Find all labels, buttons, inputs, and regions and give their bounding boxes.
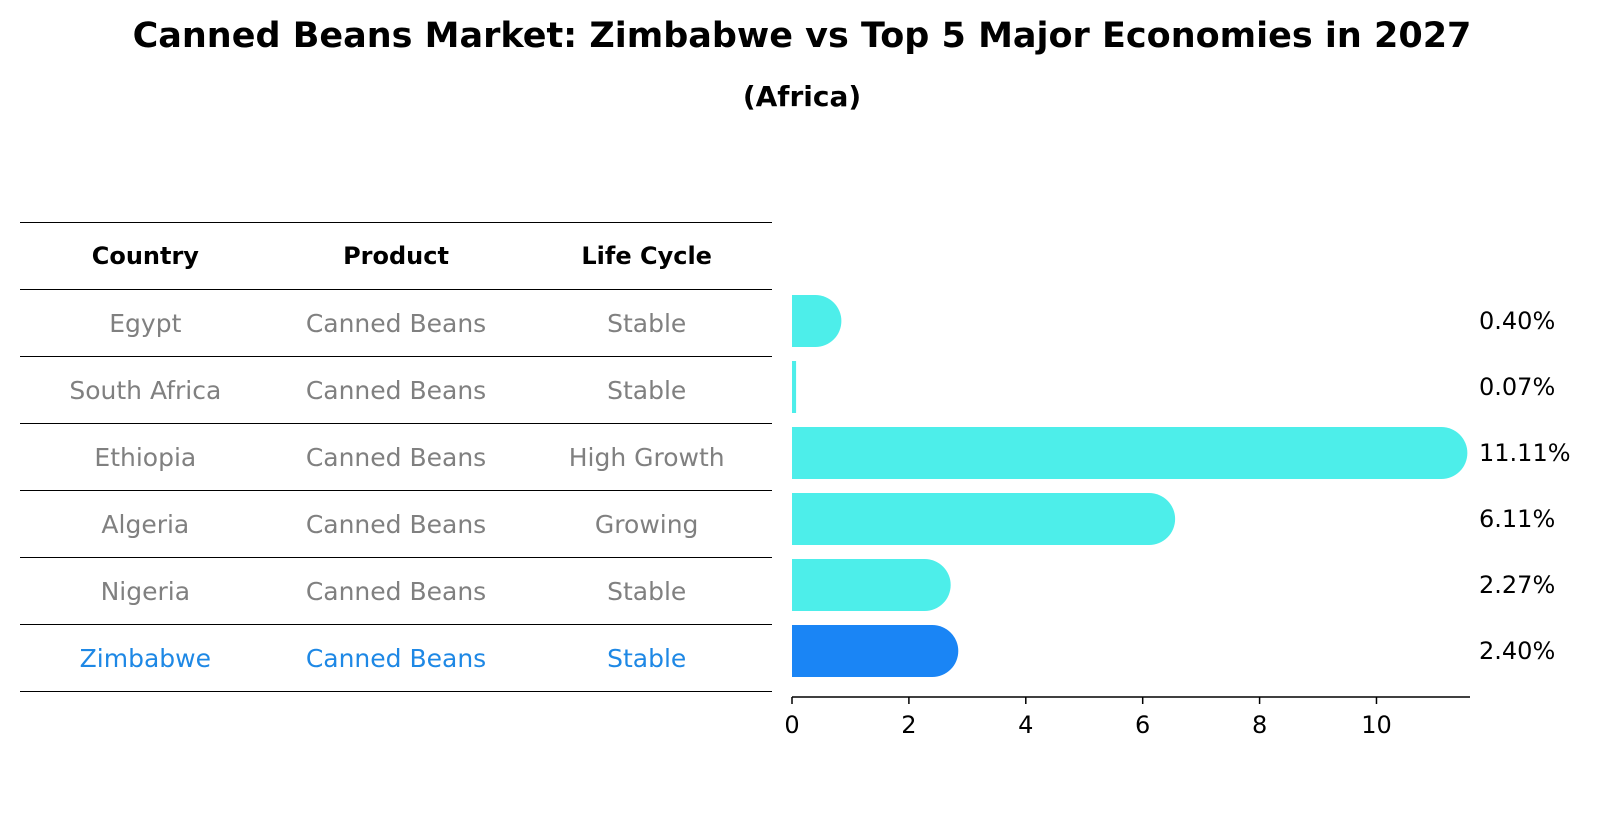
chart-title: Canned Beans Market: Zimbabwe vs Top 5 M… [132, 16, 1472, 56]
product-cell: Canned Beans [305, 375, 487, 405]
bar-highlighted [792, 625, 959, 677]
country-cell: Ethiopia [94, 442, 197, 472]
table-row-highlighted: Zimbabwe Canned Beans Stable [20, 624, 772, 692]
table-row: South Africa Canned Beans Stable [20, 356, 772, 423]
country-cell: Algeria [101, 509, 190, 539]
value-label: 6.11% [1479, 505, 1555, 533]
x-tick-label: 10 [1361, 711, 1392, 739]
country-cell: Egypt [109, 308, 182, 338]
product-cell: Canned Beans [305, 442, 487, 472]
life-cycle-cell: Stable [607, 375, 687, 405]
header-life-cycle: Life Cycle [581, 242, 712, 270]
table-row: Ethiopia Canned Beans High Growth [20, 423, 772, 490]
x-tick-label: 4 [1018, 711, 1033, 739]
table-row: Nigeria Canned Beans Stable [20, 557, 772, 624]
value-label: 11.11% [1479, 439, 1571, 467]
bar [792, 295, 842, 347]
life-cycle-cell: Stable [607, 643, 687, 673]
value-label: 2.27% [1479, 571, 1555, 599]
value-label: 0.40% [1479, 307, 1555, 335]
x-tick-label: 2 [901, 711, 916, 739]
product-cell: Canned Beans [305, 308, 487, 338]
bar [792, 427, 1468, 479]
chart-subtitle: (Africa) [742, 80, 862, 113]
product-cell: Canned Beans [305, 509, 487, 539]
x-tick-label: 6 [1135, 711, 1150, 739]
value-label: 2.40% [1479, 637, 1555, 665]
product-cell: Canned Beans [305, 576, 487, 606]
country-cell: Nigeria [100, 576, 191, 606]
header-product: Product [343, 242, 449, 270]
table-header-row: Country Product Life Cycle [20, 222, 772, 289]
bar [792, 361, 797, 413]
x-tick-label: 0 [784, 711, 799, 739]
life-cycle-cell: Growing [594, 509, 699, 539]
bar [792, 559, 951, 611]
life-cycle-cell: Stable [607, 308, 687, 338]
life-cycle-cell: High Growth [568, 442, 725, 472]
country-cell: Zimbabwe [79, 643, 211, 673]
table-row: Algeria Canned Beans Growing [20, 490, 772, 557]
data-table: Country Product Life Cycle Egypt Canned … [20, 222, 772, 692]
table-row: Egypt Canned Beans Stable [20, 289, 772, 356]
life-cycle-cell: Stable [607, 576, 687, 606]
country-cell: South Africa [69, 375, 222, 405]
header-country: Country [91, 242, 199, 270]
x-tick-label: 8 [1252, 711, 1267, 739]
bar [792, 493, 1176, 545]
value-label: 0.07% [1479, 373, 1555, 401]
product-cell: Canned Beans [305, 643, 487, 673]
